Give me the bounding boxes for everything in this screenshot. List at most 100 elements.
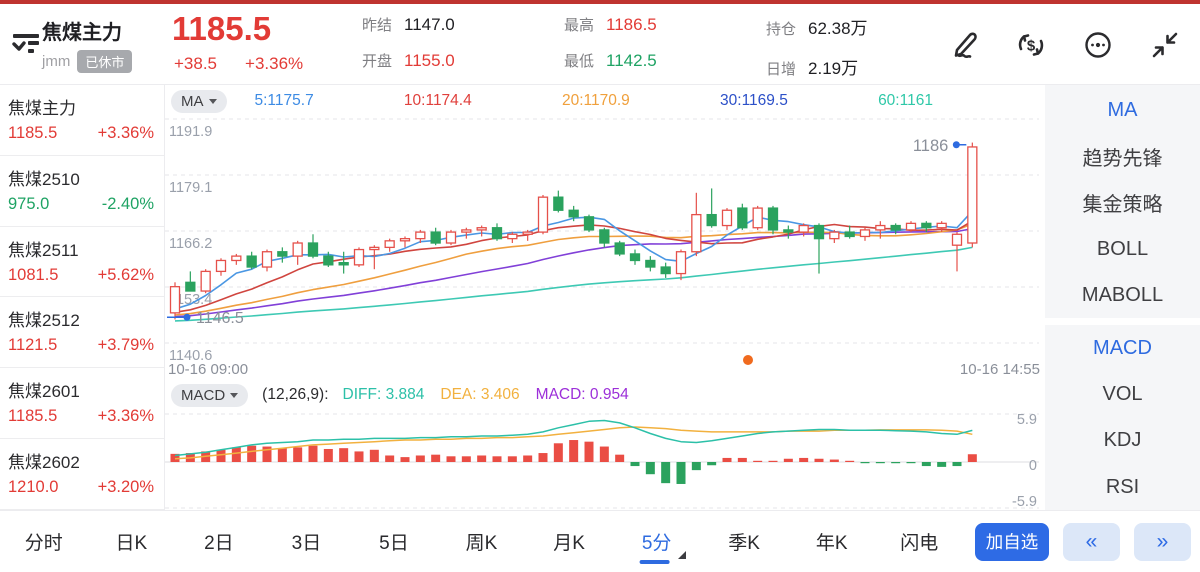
panel-divider xyxy=(1045,318,1200,325)
watchlist: 焦煤主力 1185.5 +3.36% 焦煤2510 975.0 -2.40% 焦煤2511 1… xyxy=(0,85,165,510)
contract-name: 焦煤2601 xyxy=(8,382,80,402)
ma-value-label: 20:1170.9 xyxy=(561,92,630,109)
menu-list-icon[interactable] xyxy=(12,28,42,60)
macd-value-label: DIFF: 3.884 xyxy=(342,386,425,403)
chevron-down-icon xyxy=(208,98,217,104)
macd-chart[interactable]: 5.9 0 -5.9 xyxy=(165,410,1045,510)
tab-label: 周K xyxy=(465,533,498,554)
tab-label: 年K xyxy=(815,533,848,554)
x-axis-end-label: 10-16 14:55 xyxy=(959,361,1040,378)
macd-selector-label: MACD xyxy=(181,386,226,404)
market-status-badge: 已休市 xyxy=(77,50,133,73)
tab-闪电[interactable]: 闪电 xyxy=(875,511,963,572)
indicator-item-rsi[interactable]: RSI xyxy=(1105,475,1140,498)
indicator-item-maboll[interactable]: MABOLL xyxy=(1081,283,1164,306)
stat-value: 1186.5 xyxy=(606,15,657,34)
stat-value: 1147.0 xyxy=(404,15,455,34)
svg-text:1166.2: 1166.2 xyxy=(169,236,212,252)
change-percent: +3.36% xyxy=(245,54,304,73)
watchlist-row[interactable]: 焦煤2510 975.0 -2.40% xyxy=(0,156,164,227)
stat-value: 2.19万 xyxy=(808,59,859,78)
x-axis: 10-16 09:00 10-16 14:55 xyxy=(165,355,1045,380)
tab-5分[interactable]: 5分 xyxy=(613,511,701,572)
next-page-button[interactable]: » xyxy=(1134,522,1191,561)
prev-page-button[interactable]: « xyxy=(1063,522,1120,561)
contract-price: 1210.0 xyxy=(8,477,59,496)
indicator-item-macd[interactable]: MACD xyxy=(1093,336,1152,359)
svg-text:-5.9: -5.9 xyxy=(1012,494,1037,510)
period-tabs: 分时 日K 2日 3日 5日 周K 月K 5分 季K 年K 闪电 xyxy=(0,511,963,572)
watchlist-row[interactable]: 焦煤主力 1185.5 +3.36% xyxy=(0,85,164,156)
main-indicator-group: MA 趋势先锋集金策略 BOLL MABOLL xyxy=(1045,85,1200,318)
collapse-icon[interactable] xyxy=(1148,28,1182,62)
contract-price: 1081.5 xyxy=(8,265,59,284)
indicator-item-kdj[interactable]: KDJ xyxy=(1103,429,1142,452)
pen-icon[interactable] xyxy=(947,28,981,62)
stat-label: 持仓 xyxy=(766,21,797,38)
watchlist-row[interactable]: 焦煤2602 1210.0 +3.20% xyxy=(0,439,164,510)
contract-name: 焦煤2512 xyxy=(8,311,80,331)
currency-exchange-icon[interactable]: $ xyxy=(1014,28,1048,62)
tab-2日[interactable]: 2日 xyxy=(175,511,263,572)
contract-change-pct: +3.79% xyxy=(97,336,154,355)
contract-price: 1121.5 xyxy=(8,336,58,355)
tab-周K[interactable]: 周K xyxy=(438,511,526,572)
svg-text:1186: 1186 xyxy=(913,137,948,155)
contract-name: 焦煤主力 xyxy=(8,99,76,118)
contract-name: 焦煤2511 xyxy=(8,240,79,260)
event-dot-marker xyxy=(743,355,753,365)
tab-月K[interactable]: 月K xyxy=(525,511,613,572)
sub-indicator-group: MACD VOL KDJ RSI xyxy=(1045,325,1200,510)
tab-label: 2日 xyxy=(204,533,234,554)
contract-code: jmm xyxy=(42,53,71,70)
stat-pair: 日增 2.19万 xyxy=(766,54,896,79)
indicator-item-boll[interactable]: BOLL xyxy=(1096,237,1149,260)
ma-selector-label: MA xyxy=(181,92,204,110)
stat-value: 1155.0 xyxy=(404,51,455,70)
more-circle-icon[interactable] xyxy=(1081,28,1115,62)
indicator-item-集金策略[interactable]: 集金策略 xyxy=(1082,194,1163,217)
indicator-item-趋势先锋[interactable]: 趋势先锋 xyxy=(1082,147,1163,170)
svg-text:0: 0 xyxy=(1029,458,1037,474)
svg-text:1179.1: 1179.1 xyxy=(169,180,212,196)
stat-column: 昨结 1147.0 开盘 1155.0 xyxy=(362,14,492,79)
tab-label: 5日 xyxy=(379,533,409,554)
tab-label: 季K xyxy=(728,533,760,554)
chevron-down-icon xyxy=(230,392,239,398)
ma-selector[interactable]: MA xyxy=(171,89,227,113)
tab-label: 5分 xyxy=(641,533,672,554)
watchlist-row[interactable]: 焦煤2512 1121.5 +3.79% xyxy=(0,297,164,369)
header-stats: 昨结 1147.0 开盘 1155.0 最高 1186.5 最低 1142.5 持仓 62.38万… xyxy=(362,14,896,79)
tab-3日[interactable]: 3日 xyxy=(263,511,351,572)
last-price: 1185.5 xyxy=(172,10,272,47)
add-watchlist-button[interactable]: 加自选 xyxy=(975,522,1049,561)
indicator-item-ma[interactable]: MA xyxy=(1107,98,1138,121)
period-bar: 分时 日K 2日 3日 5日 周K 月K 5分 季K 年K 闪电 加自选 « » xyxy=(0,510,1200,572)
stat-pair: 昨结 1147.0 xyxy=(362,14,492,35)
stat-label: 最高 xyxy=(564,17,595,34)
watchlist-row[interactable]: 焦煤2511 1081.5 +5.62% xyxy=(0,227,164,298)
indicator-item-vol[interactable]: VOL xyxy=(1102,382,1143,405)
tab-日K[interactable]: 日K xyxy=(88,511,176,572)
macd-values: DIFF: 3.884 DEA: 3.406 MACD: 0.954 xyxy=(343,386,629,404)
contract-name: 焦煤2602 xyxy=(8,452,80,472)
tab-分时[interactable]: 分时 xyxy=(0,511,88,572)
tab-季K[interactable]: 季K xyxy=(700,511,788,572)
stat-column: 持仓 62.38万日增 2.19万 xyxy=(766,14,896,79)
macd-selector[interactable]: MACD xyxy=(171,383,249,407)
svg-text:1140.6: 1140.6 xyxy=(169,348,212,360)
chart-area: MA 5:1175.7 10:1174.4 20:1170.9 30:1169.5 60… xyxy=(165,85,1045,510)
contract-change-pct: +3.20% xyxy=(97,477,154,496)
contract-change-pct: +3.36% xyxy=(97,407,154,426)
stat-value: 62.38万 xyxy=(808,19,868,38)
watchlist-row[interactable]: 焦煤2601 1185.5 +3.36% xyxy=(0,368,164,439)
stat-label: 最低 xyxy=(564,53,595,70)
tab-label: 3日 xyxy=(291,533,322,554)
contract-price: 1185.5 xyxy=(8,124,58,142)
tab-5日[interactable]: 5日 xyxy=(350,511,438,572)
ma-values: 5:1175.7 10:1174.4 20:1170.9 30:1169.5 60:11… xyxy=(255,92,934,110)
contract-title: 焦煤主力 xyxy=(42,22,122,44)
header-actions: $ xyxy=(947,28,1182,62)
tab-年K[interactable]: 年K xyxy=(788,511,876,572)
